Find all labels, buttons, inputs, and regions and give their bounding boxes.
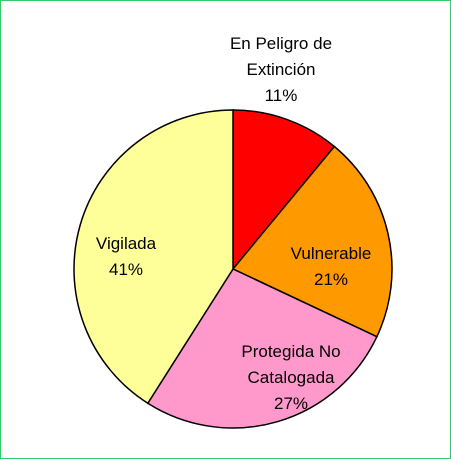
value-label: 27% bbox=[273, 394, 309, 413]
pie-slice bbox=[146, 268, 378, 429]
slice-label: En Peligro de Extinción 11% bbox=[196, 31, 366, 109]
category-label: En Peligro de Extinción bbox=[229, 34, 333, 79]
pie-slice bbox=[73, 109, 234, 405]
pie-slice bbox=[232, 109, 336, 272]
slice-label: Vulnerable 21% bbox=[256, 241, 406, 293]
category-label: Vigilada bbox=[95, 234, 157, 253]
pie-slice bbox=[231, 145, 393, 338]
value-label: 41% bbox=[108, 260, 144, 279]
slice-label: Vigilada 41% bbox=[61, 231, 191, 283]
category-label: Protegida No Catalogada bbox=[241, 342, 341, 387]
value-label: 21% bbox=[313, 270, 349, 289]
category-label: Vulnerable bbox=[290, 244, 372, 263]
value-label: 11% bbox=[264, 86, 298, 105]
slice-label: Protegida No Catalogada 27% bbox=[196, 339, 386, 417]
